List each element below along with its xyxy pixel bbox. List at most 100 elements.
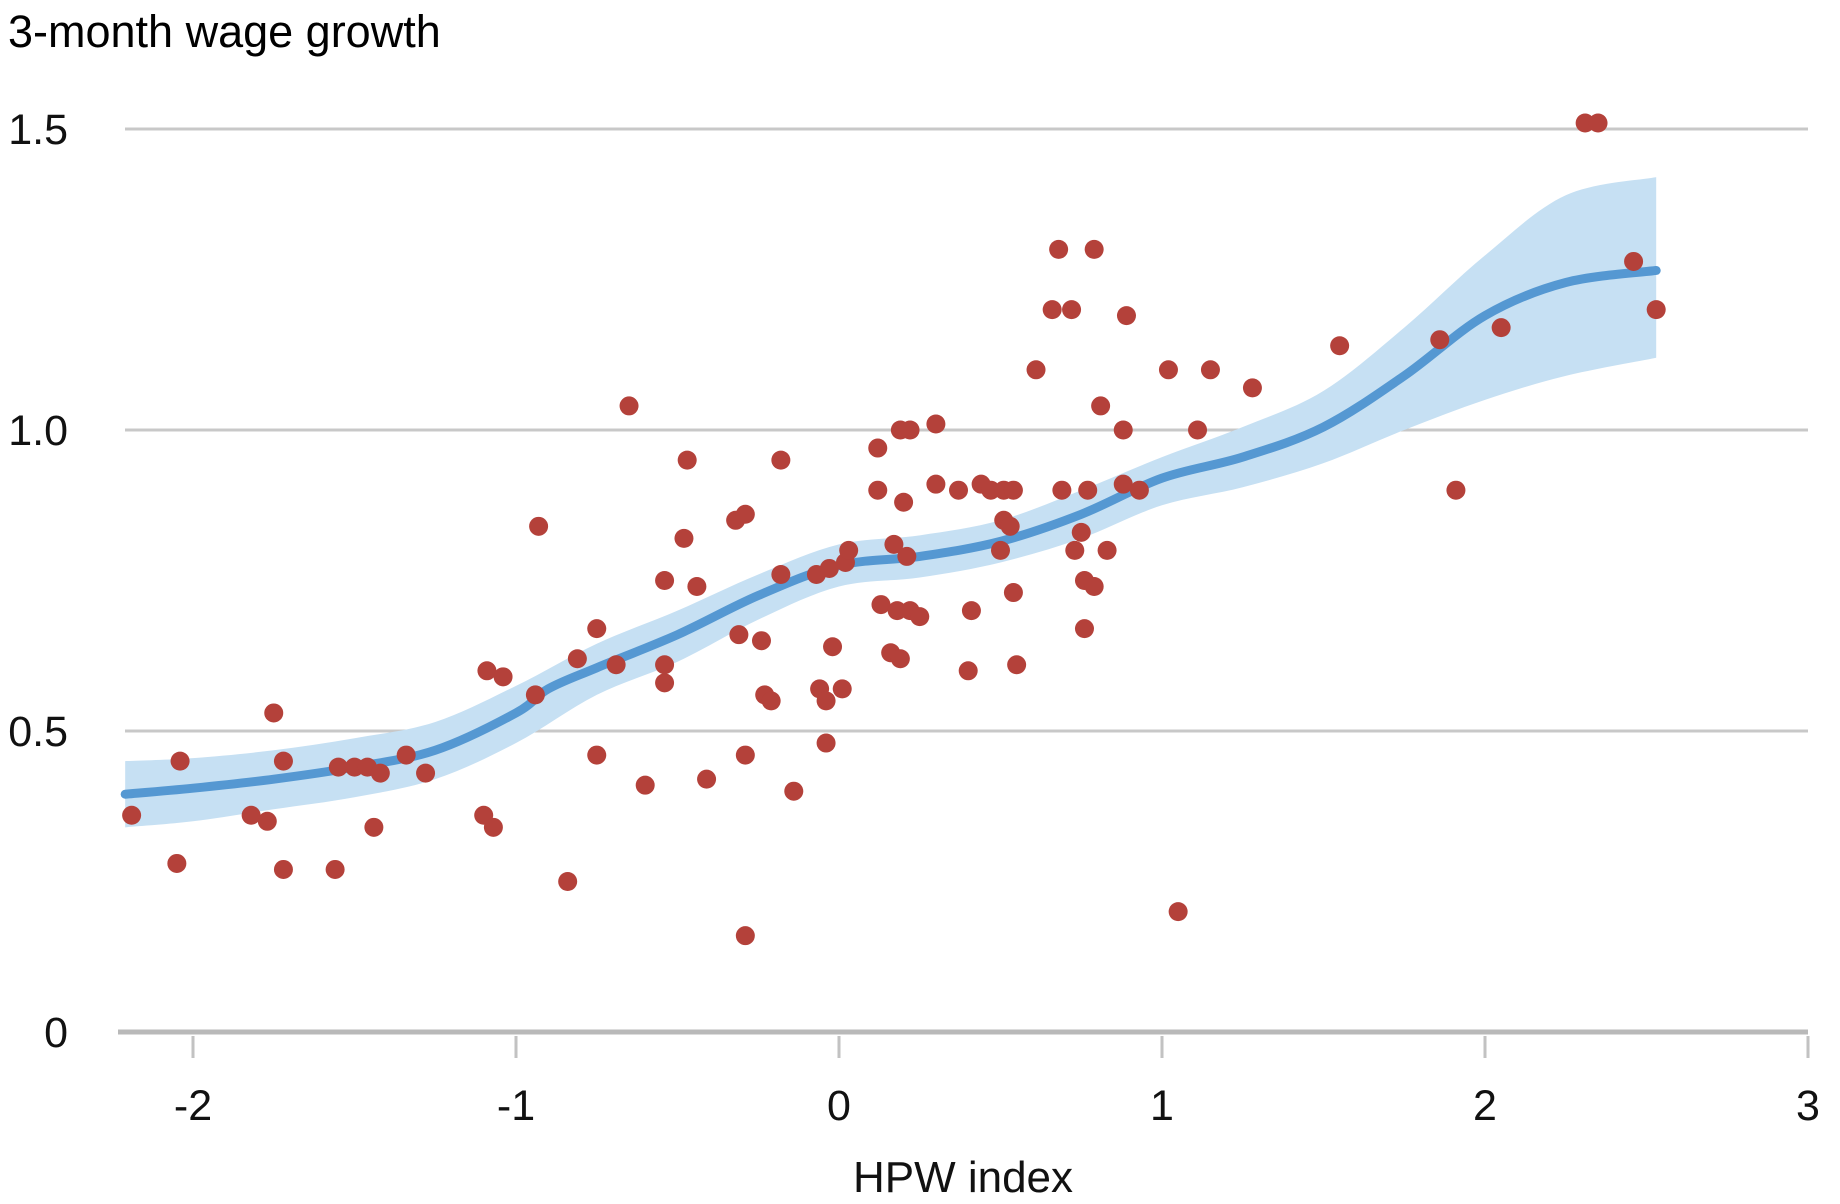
- scatter-point: [1242, 378, 1262, 398]
- scatter-point: [697, 769, 717, 789]
- y-tick-label: 0.5: [8, 708, 68, 756]
- scatter-point: [655, 571, 675, 590]
- scatter-point: [1446, 480, 1466, 500]
- scatter-point: [674, 528, 694, 548]
- scatter-point: [1026, 360, 1046, 380]
- chart-title: 3-month wage growth: [8, 6, 441, 57]
- scatter-point: [1491, 318, 1511, 338]
- scatter-point: [1052, 480, 1072, 500]
- scatter-point: [961, 601, 981, 621]
- scatter-point: [1188, 420, 1208, 440]
- scatter-point: [1646, 300, 1666, 320]
- scatter-point: [687, 577, 707, 597]
- scatter-point: [606, 655, 626, 675]
- scatter-point: [122, 805, 142, 825]
- scatter-point: [1168, 902, 1188, 922]
- scatter-point: [868, 480, 888, 500]
- scatter-point: [1588, 113, 1608, 133]
- scatter-point: [635, 775, 655, 795]
- scatter-point: [784, 781, 804, 801]
- y-tick-label: 1.0: [8, 407, 68, 455]
- scatter-point: [1113, 474, 1133, 494]
- x-tick-label: -1: [497, 1082, 535, 1130]
- scatter-point: [751, 631, 771, 651]
- scatter-point: [1624, 251, 1644, 271]
- scatter-point: [558, 872, 578, 891]
- scatter-point: [1200, 360, 1220, 380]
- scatter-point: [325, 859, 345, 879]
- trend-line: [120, 265, 1661, 799]
- scatter-point: [1158, 360, 1178, 380]
- scatter-point: [1078, 480, 1098, 500]
- scatter-point: [1084, 577, 1104, 597]
- scatter-point: [735, 504, 755, 524]
- scatter-point: [761, 691, 781, 711]
- x-tick-label: -2: [174, 1082, 212, 1130]
- x-tick-label: 1: [1150, 1082, 1174, 1130]
- scatter-point: [1000, 516, 1020, 536]
- scatter-point: [868, 438, 888, 458]
- scatter-point: [328, 757, 348, 777]
- x-tick-label: 3: [1796, 1082, 1820, 1130]
- scatter-point: [884, 534, 904, 554]
- scatter-point: [264, 703, 284, 723]
- scatter-point: [1091, 396, 1111, 416]
- scatter-point: [370, 763, 390, 783]
- scatter-point: [926, 474, 946, 494]
- x-axis-title: HPW index: [853, 1153, 1073, 1202]
- y-tick-label: 1.5: [8, 106, 68, 154]
- scatter-point: [910, 607, 930, 627]
- scatter-point: [735, 745, 755, 765]
- scatter-point: [1330, 336, 1350, 356]
- scatter-point: [771, 450, 791, 470]
- scatter-point: [1129, 480, 1149, 500]
- scatter-point: [273, 751, 293, 771]
- scatter-point: [1071, 522, 1091, 542]
- scatter-point: [273, 859, 293, 879]
- scatter-point: [396, 745, 416, 765]
- scatter-point: [1074, 619, 1094, 639]
- scatter-point: [257, 811, 277, 831]
- scatter-point: [241, 805, 261, 825]
- scatter-point: [1430, 330, 1450, 350]
- scatter-point: [677, 450, 697, 470]
- scatter-point: [729, 625, 749, 645]
- scatter-point: [816, 691, 836, 711]
- scatter-point: [1049, 239, 1069, 259]
- scatter-point: [839, 540, 859, 560]
- scatter-point: [958, 661, 978, 681]
- scatter-point: [897, 546, 917, 566]
- y-tick-label: 0: [44, 1009, 68, 1057]
- scatter-point: [1007, 655, 1027, 675]
- x-tick-label: 2: [1473, 1082, 1497, 1130]
- scatter-point: [1116, 306, 1136, 326]
- scatter-point: [170, 751, 190, 771]
- scatter-point: [483, 817, 503, 837]
- scatter-point: [816, 733, 836, 753]
- scatter-point: [1042, 300, 1062, 320]
- scatter-point: [926, 414, 946, 434]
- scatter-point: [949, 480, 969, 500]
- scatter-point: [894, 492, 914, 512]
- scatter-point: [525, 685, 545, 705]
- scatter-point: [991, 540, 1010, 560]
- scatter-point: [832, 679, 852, 699]
- scatter-point: [1097, 540, 1117, 560]
- scatter-point: [1062, 300, 1082, 320]
- scatter-point: [1065, 540, 1085, 560]
- scatter-point: [1113, 420, 1133, 440]
- scatter-point: [900, 420, 920, 440]
- scatter-point: [619, 396, 639, 416]
- scatter-point: [587, 745, 607, 765]
- scatter-point: [819, 558, 839, 578]
- scatter-point: [890, 649, 910, 669]
- scatter-point: [823, 637, 843, 657]
- scatter-point: [1003, 480, 1023, 500]
- scatter-point: [871, 595, 891, 615]
- scatter-point: [167, 853, 187, 873]
- scatter-point: [771, 564, 791, 584]
- scatter-point: [1003, 583, 1023, 603]
- scatter-point: [416, 763, 436, 783]
